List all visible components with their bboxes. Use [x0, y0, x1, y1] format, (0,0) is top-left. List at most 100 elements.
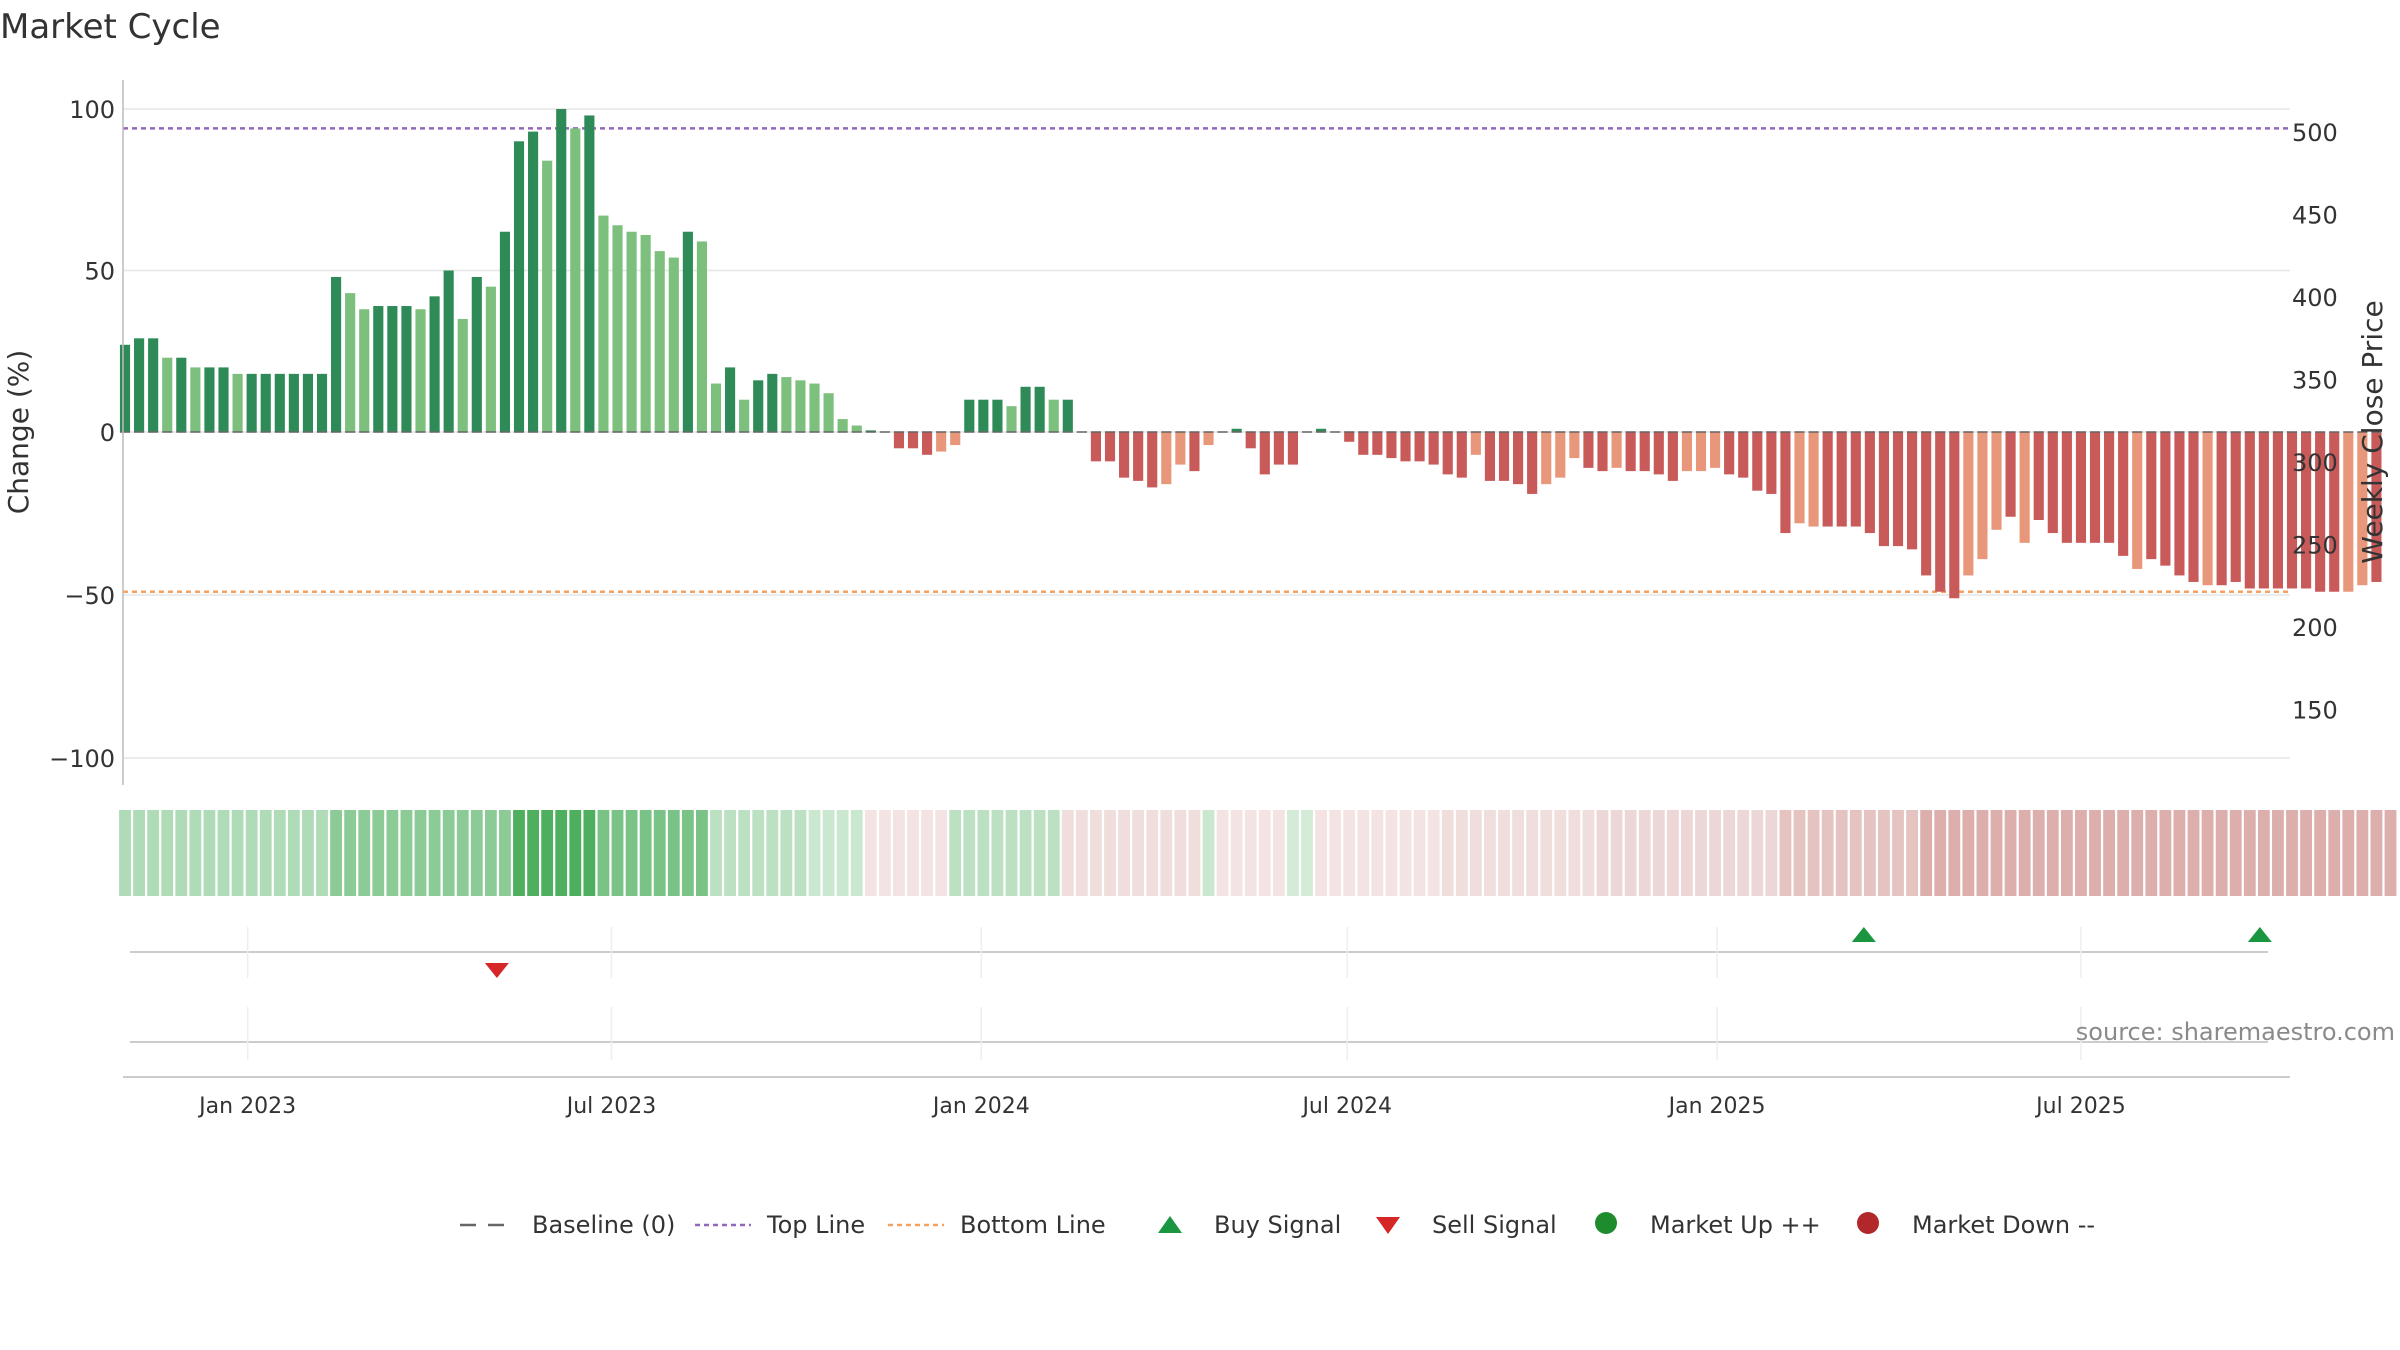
heat-cell	[681, 810, 694, 896]
change-bar	[1625, 432, 1636, 472]
change-bar	[1287, 432, 1299, 465]
change-bar	[443, 270, 454, 432]
change-bar	[556, 109, 567, 432]
change-bar	[1119, 432, 1130, 478]
heat-cell	[1033, 810, 1046, 896]
legend-label: Top Line	[766, 1211, 865, 1239]
change-bar	[964, 399, 975, 432]
legend-label: Buy Signal	[1214, 1211, 1341, 1239]
change-bar	[2104, 432, 2115, 543]
change-bar	[2244, 432, 2255, 589]
change-bar	[2286, 432, 2298, 589]
heat-cell	[2145, 810, 2158, 896]
legend-swatch	[1158, 1216, 1182, 1233]
change-bar	[654, 251, 665, 432]
heat-cell	[386, 810, 399, 896]
change-bar	[1020, 386, 1031, 432]
change-bar	[415, 309, 426, 432]
change-bar	[781, 377, 792, 432]
heat-cell	[2243, 810, 2256, 896]
change-bar	[1794, 432, 1805, 524]
heat-cell	[1990, 810, 2003, 896]
change-bar	[1808, 432, 1819, 527]
change-bar	[936, 432, 947, 452]
legend-swatch	[1595, 1212, 1617, 1234]
heat-cell	[1638, 810, 1651, 896]
heat-cell	[2257, 810, 2270, 896]
heat-cell	[1301, 810, 1313, 896]
x-tick-label: Jul 2023	[565, 1094, 657, 1119]
change-bar	[1498, 432, 1510, 481]
heat-cell	[1568, 810, 1581, 896]
change-bar	[401, 306, 412, 432]
left-y-axis-ticks: 100 50 0 −50 −100	[49, 96, 115, 773]
heat-cell	[1849, 810, 1862, 896]
change-bar	[1259, 432, 1270, 475]
heat-cell	[1624, 810, 1637, 896]
change-bar	[1892, 432, 1904, 547]
change-bar	[485, 286, 496, 432]
left-tick-label: 50	[84, 258, 115, 286]
heat-cell	[1188, 810, 1201, 896]
legend-item: Market Down --	[1857, 1211, 2095, 1239]
change-bar	[1203, 432, 1214, 446]
heat-cell	[1737, 810, 1750, 896]
heat-cell	[583, 810, 596, 896]
heat-cell	[1104, 810, 1116, 896]
change-bar	[1752, 432, 1763, 491]
heat-cell	[1498, 810, 1510, 896]
change-bar	[1569, 432, 1580, 459]
heat-cell	[1146, 810, 1159, 896]
heat-cell	[1920, 810, 1933, 896]
change-bar	[1935, 432, 1946, 592]
heat-cell	[499, 810, 511, 896]
heat-cell	[1441, 810, 1454, 896]
change-bar	[584, 115, 595, 433]
heat-cell	[597, 810, 610, 896]
sell-signal-marker	[484, 963, 509, 978]
legend-item: Top Line	[695, 1211, 865, 1239]
change-bar	[767, 373, 778, 432]
legend-swatch	[1376, 1217, 1400, 1234]
change-bar	[1513, 432, 1524, 485]
heat-cell	[1287, 810, 1299, 896]
change-bar	[2230, 432, 2241, 582]
change-bar	[528, 131, 539, 433]
change-bar	[598, 215, 609, 432]
left-tick-label: −50	[64, 582, 115, 610]
legend-label: Bottom Line	[960, 1211, 1106, 1239]
change-bar	[471, 276, 482, 432]
heat-cell	[738, 810, 751, 896]
heat-cell	[1596, 810, 1609, 896]
change-bar	[1161, 432, 1172, 485]
heat-cell	[710, 810, 722, 896]
change-bar	[1864, 432, 1875, 534]
heat-cell	[414, 810, 427, 896]
heat-cell	[1469, 810, 1482, 896]
change-bar	[542, 160, 553, 432]
heat-cell	[400, 810, 413, 896]
heat-cell	[1047, 810, 1060, 896]
left-tick-label: −100	[49, 745, 115, 773]
change-bar	[1273, 432, 1284, 465]
change-bar	[795, 380, 806, 432]
heat-cell	[344, 810, 357, 896]
change-bar	[2005, 432, 2016, 517]
change-bar	[1316, 428, 1327, 432]
right-tick-label: 400	[2292, 284, 2338, 312]
right-tick-label: 200	[2292, 614, 2338, 642]
change-bar	[373, 306, 384, 432]
change-bar	[1878, 432, 1890, 547]
change-bar	[823, 393, 834, 432]
change-bar	[626, 231, 637, 432]
change-bar	[1724, 432, 1735, 475]
buy-signal-marker	[2247, 927, 2272, 942]
heat-cell	[2342, 810, 2355, 896]
heat-cell	[119, 810, 131, 896]
change-bar	[162, 357, 173, 432]
heat-cell	[1357, 810, 1370, 896]
heat-cell	[1892, 810, 1904, 896]
heat-cell	[1582, 810, 1595, 896]
legend: Baseline (0) Top Line Bottom Line Buy Signa…	[460, 1211, 2095, 1239]
change-bar	[612, 225, 623, 432]
